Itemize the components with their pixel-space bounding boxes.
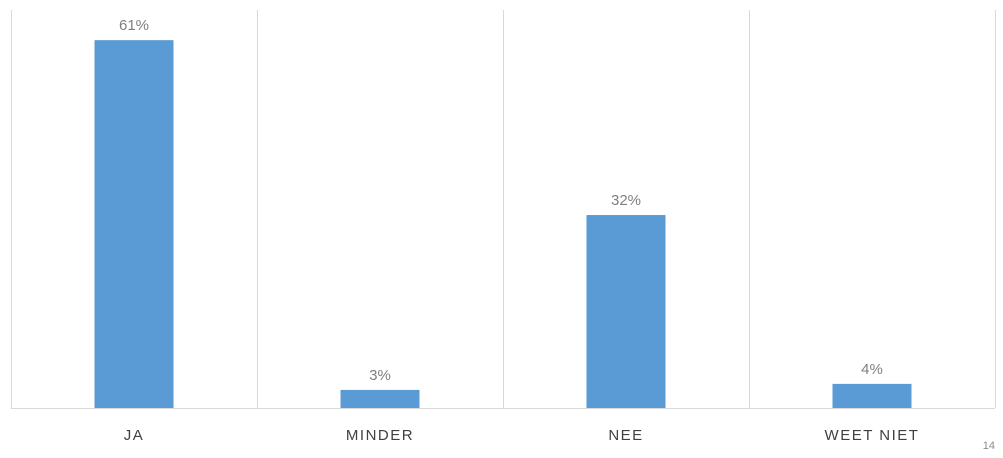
category-label-ja: JA (124, 427, 145, 444)
chart-data-labels: 61% 3% 32% 4% (119, 17, 883, 384)
chart-x-axis: JA MINDER NEE WEET NIET (11, 408, 995, 444)
data-label-nee: 32% (611, 192, 641, 209)
category-label-weet-niet: WEET NIET (825, 427, 920, 444)
bar-weet-niet (832, 383, 912, 408)
bar-ja (94, 40, 174, 408)
data-label-ja: 61% (119, 17, 149, 34)
bar-nee (586, 215, 666, 408)
slide-number: 14 (982, 440, 995, 452)
category-label-minder: MINDER (346, 427, 414, 444)
category-label-nee: NEE (608, 427, 643, 444)
data-label-weet-niet: 4% (861, 361, 883, 378)
chart-bars (94, 40, 912, 408)
data-label-minder: 3% (369, 367, 391, 384)
bar-minder (340, 389, 420, 408)
chart-grid (11, 10, 996, 408)
